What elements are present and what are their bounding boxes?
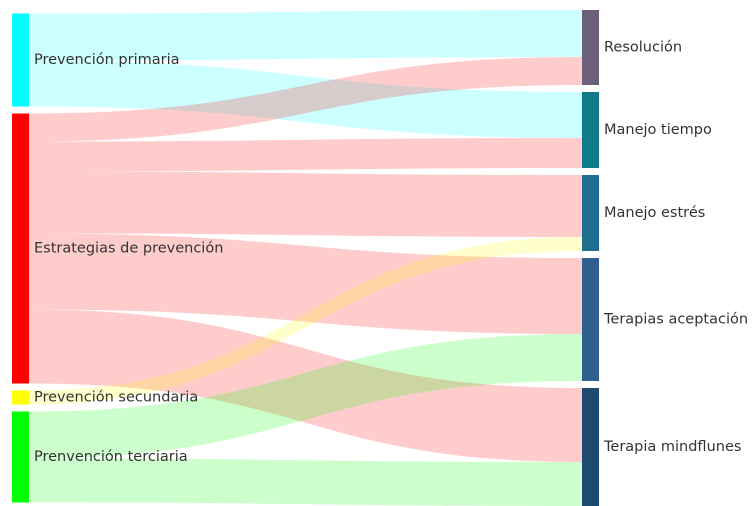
link <box>29 233 582 334</box>
node-label: Manejo estrés <box>604 205 705 221</box>
node-label: Estrategias de prevención <box>34 241 223 257</box>
node <box>582 10 599 85</box>
node-label: Terapia mindflunes <box>603 439 741 455</box>
node <box>12 390 29 405</box>
node <box>12 13 29 107</box>
node <box>582 175 599 251</box>
node <box>12 411 29 503</box>
node <box>582 388 599 506</box>
links <box>29 10 582 506</box>
node-label: Resolución <box>604 40 682 56</box>
node-label: Prenvención terciaria <box>34 449 188 465</box>
node <box>582 92 599 168</box>
link <box>29 237 582 405</box>
link <box>29 334 582 459</box>
link <box>29 138 582 172</box>
link <box>29 57 582 142</box>
node-label: Prevención secundaria <box>34 390 198 406</box>
node-label: Terapias aceptación <box>603 312 748 328</box>
link <box>29 309 582 462</box>
link <box>29 171 582 237</box>
node <box>582 258 599 381</box>
node-label: Prevención primaria <box>34 52 180 68</box>
link <box>29 60 582 138</box>
link <box>29 458 582 506</box>
node <box>12 113 29 384</box>
node-label: Manejo tiempo <box>604 122 712 138</box>
link <box>29 10 582 61</box>
